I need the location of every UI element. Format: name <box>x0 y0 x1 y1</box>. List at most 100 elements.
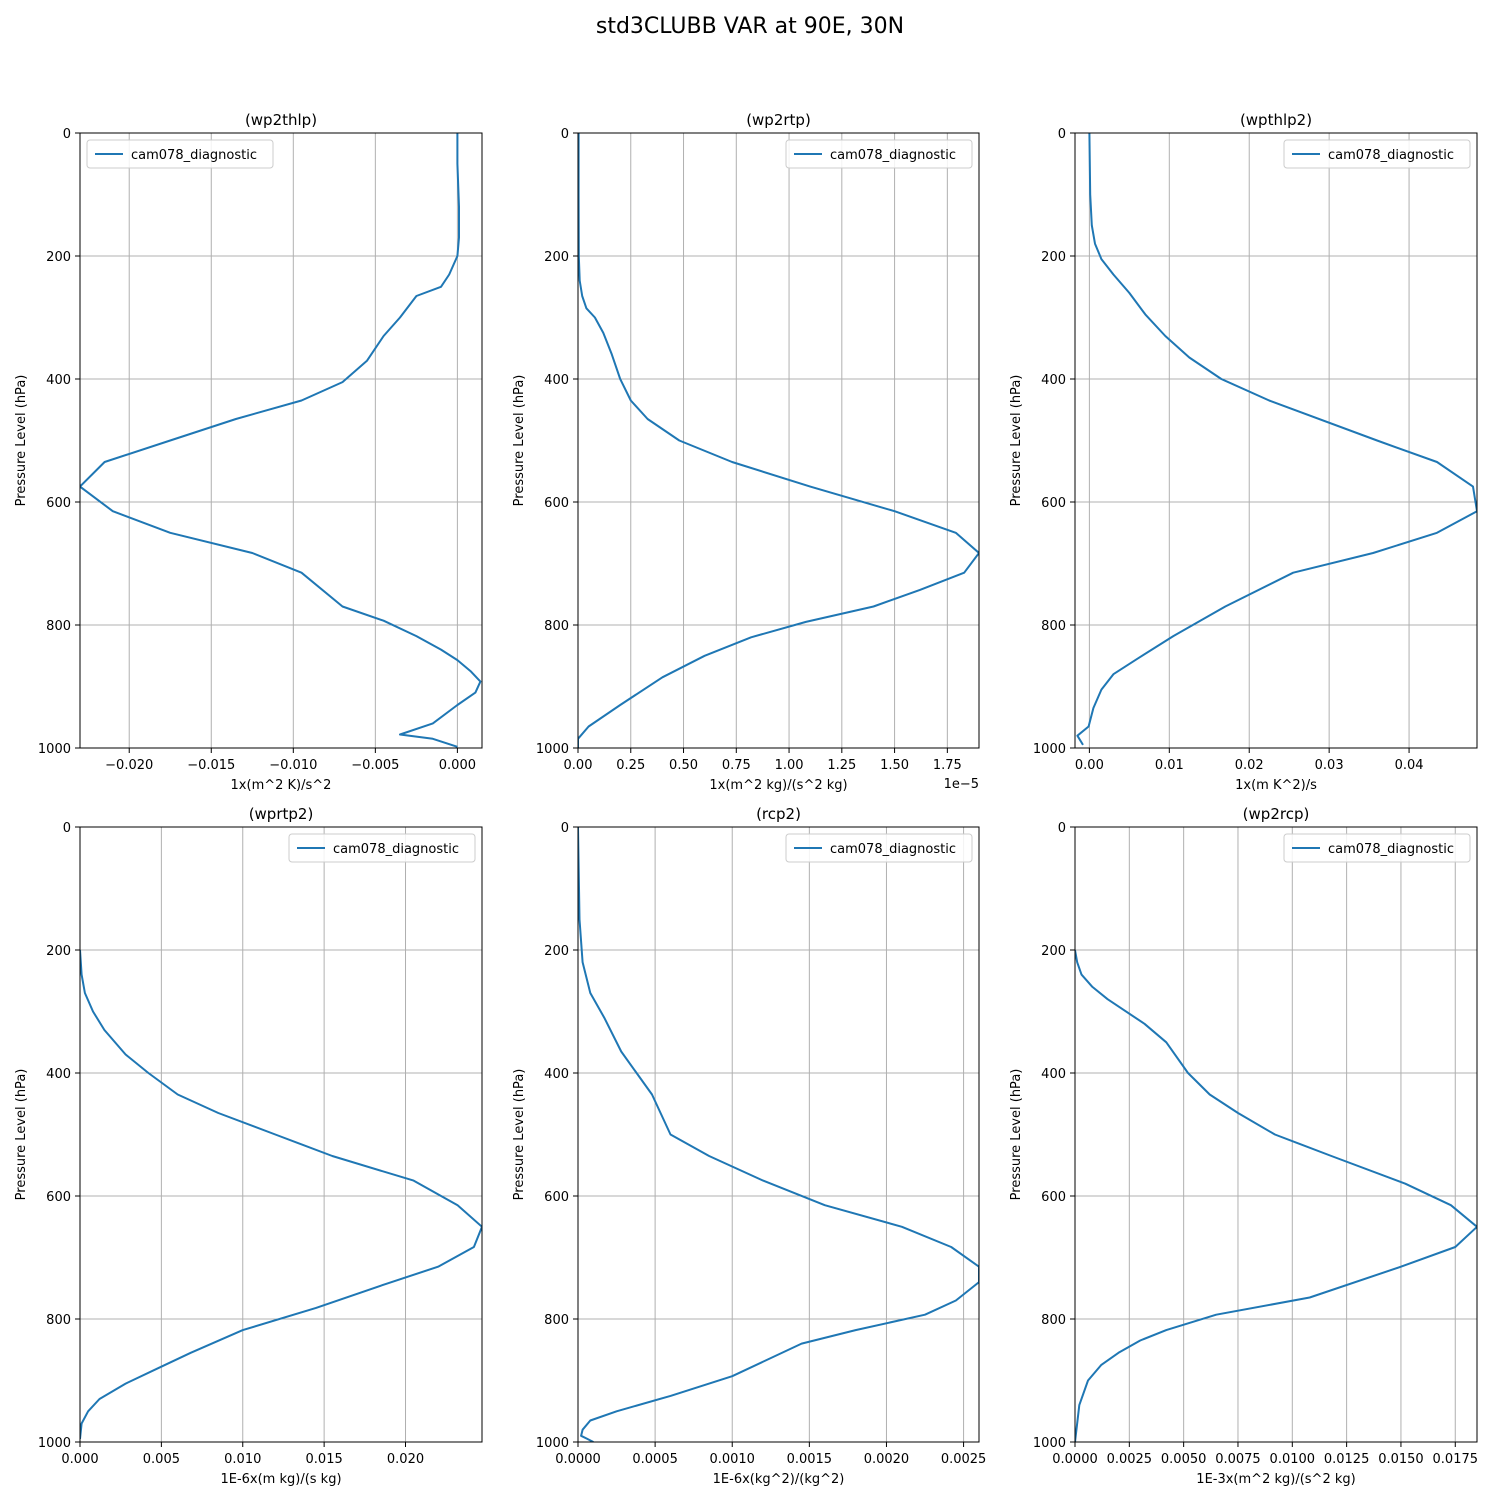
x-tick-label: 0.50 <box>669 758 698 773</box>
x-tick-label: 0.0025 <box>1107 1452 1153 1467</box>
y-tick-label: 400 <box>544 373 569 388</box>
y-tick-label: 600 <box>1041 1190 1066 1205</box>
series-line-1 <box>80 133 482 748</box>
x-tick-label: −0.015 <box>187 758 235 773</box>
y-tick-label: 400 <box>46 1067 71 1082</box>
y-tick-label: 200 <box>544 250 569 265</box>
x-tick-label: 1.50 <box>880 758 909 773</box>
y-axis-label: Pressure Level (hPa) <box>1009 375 1024 507</box>
y-tick-label: 200 <box>46 250 71 265</box>
y-tick-label: 800 <box>544 619 569 634</box>
y-axis-label: Pressure Level (hPa) <box>1009 1069 1024 1201</box>
x-tick-label: 0.0075 <box>1215 1452 1261 1467</box>
x-tick-label: 0.005 <box>143 1452 180 1467</box>
y-tick-label: 800 <box>1041 1313 1066 1328</box>
subplot-2: 0.00 0.25 0.50 0.75 1.00 1.25 1.50 1.75 0 200 400 6… <box>512 111 980 793</box>
x-tick-label: 0.0100 <box>1270 1452 1316 1467</box>
legend-box <box>785 833 973 863</box>
x-axis-label: 1E-6x(kg^2)/(kg^2) <box>713 1472 845 1487</box>
y-tick-label: 1000 <box>38 742 71 757</box>
x-tick-label: 0.015 <box>306 1452 343 1467</box>
x-axis-label: 1x(m^2 K)/s^2 <box>231 778 332 793</box>
y-tick-label: 1000 <box>536 1436 569 1451</box>
subplot-title: (wp2rcp) <box>1243 805 1310 823</box>
series-line-1 <box>578 827 979 1442</box>
axes-frame <box>79 826 483 1443</box>
y-tick-label: 0 <box>561 127 569 142</box>
y-tick-label: 400 <box>1041 1067 1066 1082</box>
x-tick-label: 0.0010 <box>709 1452 755 1467</box>
legend: cam078_diagnostic <box>785 833 973 863</box>
subplot-1: −0.020 −0.015 −0.010 −0.005 0.000 0 200 400 600 8… <box>14 111 483 793</box>
y-tick-label: 0 <box>63 127 71 142</box>
x-tick-label: 0.0125 <box>1324 1452 1370 1467</box>
x-tick-label: −0.010 <box>269 758 317 773</box>
y-tick-label: 1000 <box>1033 1436 1066 1451</box>
subplot-title: (wp2thlp) <box>245 111 317 129</box>
subplot-5: 0.0000 0.0005 0.0010 0.0015 0.0020 0.0025 0 200… <box>512 805 986 1487</box>
x-tick-label: 0.01 <box>1155 758 1184 773</box>
x-tick-label: 0.0025 <box>941 1452 987 1467</box>
x-tick-label: 0.0175 <box>1433 1452 1479 1467</box>
x-axis-label: 1E-6x(m kg)/(s kg) <box>220 1472 341 1487</box>
legend-label: cam078_diagnostic <box>131 148 257 163</box>
legend: cam078_diagnostic <box>1283 833 1471 863</box>
legend: cam078_diagnostic <box>288 833 476 863</box>
y-tick-label: 0 <box>561 821 569 836</box>
series-line-1 <box>1075 949 1477 1442</box>
legend-box <box>288 833 476 863</box>
subplot-4: 0.000 0.005 0.010 0.015 0.020 0 200 400 600 800 10… <box>14 805 483 1487</box>
x-tick-label: 0.0000 <box>555 1452 601 1467</box>
x-tick-label: 0.0000 <box>1052 1452 1098 1467</box>
x-axis-label: 1x(m^2 kg)/(s^2 kg) <box>709 778 847 793</box>
axes-frame <box>577 826 980 1443</box>
legend-label: cam078_diagnostic <box>830 842 956 857</box>
axes-frame <box>79 132 483 749</box>
series-line-1 <box>1076 133 1477 746</box>
x-tick-label: 0.03 <box>1315 758 1344 773</box>
y-tick-label: 600 <box>46 496 71 511</box>
x-tick-label: 0.25 <box>616 758 645 773</box>
x-tick-label: 0.00 <box>1075 758 1104 773</box>
y-tick-label: 600 <box>46 1190 71 1205</box>
x-axis-label: 1x(m K^2)/s <box>1235 778 1317 793</box>
y-tick-label: 600 <box>544 496 569 511</box>
x-tick-label: −0.020 <box>105 758 153 773</box>
subplot-title: (wprtp2) <box>249 805 314 823</box>
subplot-title: (wp2rtp) <box>746 111 811 129</box>
legend: cam078_diagnostic <box>1283 139 1471 169</box>
x-tick-label: 0.02 <box>1235 758 1264 773</box>
x-tick-label: 0.0020 <box>864 1452 910 1467</box>
y-axis-label: Pressure Level (hPa) <box>14 1069 29 1201</box>
figure-title: std3CLUBB VAR at 90E, 30N <box>595 14 905 39</box>
x-tick-label: −0.005 <box>351 758 399 773</box>
legend-box <box>785 139 973 169</box>
y-tick-label: 1000 <box>536 742 569 757</box>
y-tick-label: 200 <box>1041 250 1066 265</box>
subplot-3: 0.00 0.01 0.02 0.03 0.04 0 200 400 600 800 1000 (wp… <box>1009 111 1478 793</box>
x-tick-label: 0.04 <box>1395 758 1424 773</box>
y-tick-label: 1000 <box>38 1436 71 1451</box>
y-tick-label: 200 <box>46 944 71 959</box>
subplot-title: (wpthlp2) <box>1240 111 1312 129</box>
y-axis-label: Pressure Level (hPa) <box>512 375 527 507</box>
y-tick-label: 800 <box>544 1313 569 1328</box>
y-tick-label: 1000 <box>1033 742 1066 757</box>
series-line-1 <box>80 949 482 1440</box>
x-tick-label: 0.00 <box>564 758 593 773</box>
x-axis-label: 1E-3x(m^2 kg)/(s^2 kg) <box>1196 1472 1355 1487</box>
y-axis-label: Pressure Level (hPa) <box>512 1069 527 1201</box>
x-tick-label: 0.0005 <box>632 1452 678 1467</box>
x-tick-label: 0.0050 <box>1161 1452 1207 1467</box>
legend-box <box>86 139 274 169</box>
subplot-title: (rcp2) <box>756 805 801 823</box>
y-tick-label: 600 <box>1041 496 1066 511</box>
y-tick-label: 600 <box>544 1190 569 1205</box>
y-tick-label: 200 <box>1041 944 1066 959</box>
y-tick-label: 400 <box>544 1067 569 1082</box>
y-tick-label: 800 <box>1041 619 1066 634</box>
y-tick-label: 200 <box>544 944 569 959</box>
x-tick-label: 0.010 <box>224 1452 261 1467</box>
legend-label: cam078_diagnostic <box>830 148 956 163</box>
